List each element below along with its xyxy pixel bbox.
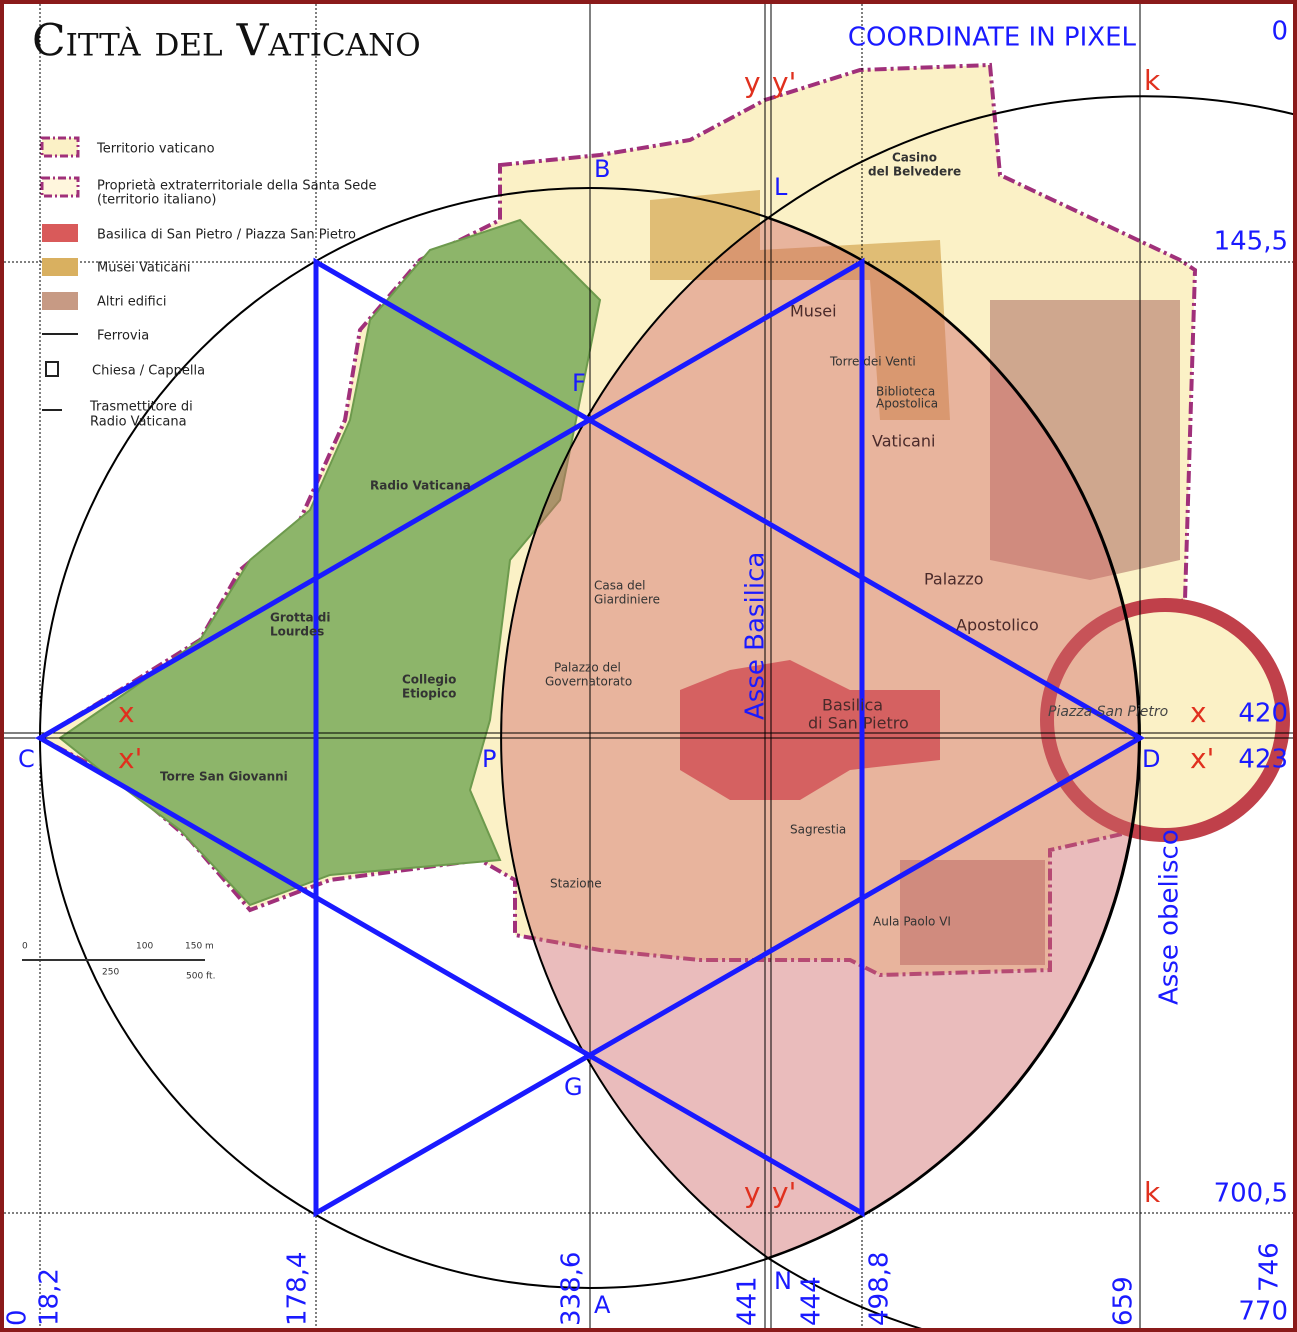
legend-label: Ferrovia bbox=[97, 329, 149, 344]
x-coordinate: 746 bbox=[1255, 1242, 1285, 1292]
point-label: P bbox=[482, 745, 496, 773]
legend-swatch bbox=[42, 292, 78, 310]
legend-swatch bbox=[42, 138, 78, 156]
axis-letter: x bbox=[1190, 696, 1207, 729]
map-label: Grotta di bbox=[270, 611, 330, 625]
point-label: D bbox=[1142, 745, 1160, 773]
point-label: C bbox=[18, 745, 35, 773]
map-label: Apostolica bbox=[876, 397, 938, 411]
point-label: B bbox=[594, 155, 610, 183]
map-label: Torre San Giovanni bbox=[160, 770, 288, 784]
x-coordinate: 441 bbox=[733, 1276, 763, 1326]
map-label: Musei bbox=[790, 302, 837, 321]
map-label: Radio Vaticana bbox=[370, 479, 471, 493]
map-label: Basilica bbox=[822, 696, 883, 715]
map-label: Piazza San Pietro bbox=[1048, 704, 1168, 720]
axis-letter: x' bbox=[118, 742, 142, 775]
heading: COORDINATE IN PIXEL bbox=[848, 23, 1137, 53]
axis-letter: k bbox=[1144, 1176, 1161, 1209]
map-label: Casino bbox=[892, 151, 937, 165]
axis-name: Asse Basilica bbox=[741, 552, 771, 720]
x-coordinate: 0 bbox=[3, 1309, 33, 1326]
legend-swatch bbox=[42, 258, 78, 276]
scale-label: 500 ft. bbox=[186, 972, 215, 982]
legend-label: Proprietà extraterritoriale della Santa … bbox=[97, 179, 377, 194]
legend-label: Trasmettitore di bbox=[89, 400, 193, 415]
map-label: del Belvedere bbox=[868, 165, 961, 179]
legend-label: Basilica di San Pietro / Piazza San Piet… bbox=[97, 228, 356, 243]
point-label: L bbox=[774, 173, 788, 201]
point-label: A bbox=[594, 1291, 611, 1319]
point-label: G bbox=[564, 1073, 583, 1101]
legend-label: Radio Vaticana bbox=[90, 415, 187, 430]
y-coordinate: 420 bbox=[1238, 699, 1288, 729]
x-coordinate: 444 bbox=[797, 1276, 827, 1326]
map-label: Apostolico bbox=[956, 616, 1039, 635]
map-label: Torre dei Venti bbox=[829, 355, 916, 369]
scale-label: 150 m bbox=[185, 942, 214, 952]
map-label: Vaticani bbox=[872, 432, 935, 451]
axis-letter: x' bbox=[1190, 742, 1214, 775]
map-label: Sagrestia bbox=[790, 823, 846, 837]
x-coordinate: 498,8 bbox=[865, 1252, 895, 1326]
legend-label: Musei Vaticani bbox=[97, 261, 191, 276]
axis-letter: k bbox=[1144, 64, 1161, 97]
point-label: F bbox=[572, 369, 586, 397]
map-label: Governatorato bbox=[545, 675, 632, 689]
legend-label: Altri edifici bbox=[97, 295, 167, 310]
legend-label: (territorio italiano) bbox=[97, 193, 216, 208]
axis-letter: y bbox=[744, 66, 761, 99]
map-label: Collegio bbox=[402, 673, 456, 687]
title: Città del Vaticano bbox=[32, 16, 421, 67]
legend-swatch bbox=[42, 178, 78, 196]
legend-label: Chiesa / Cappella bbox=[92, 364, 205, 379]
map: Città del Vaticano COORDINATE IN PIXEL T… bbox=[0, 0, 1297, 1332]
scale-label: 0 bbox=[22, 942, 28, 952]
point-label: N bbox=[774, 1267, 792, 1295]
legend-swatch bbox=[46, 362, 58, 376]
legend-swatch bbox=[42, 224, 78, 242]
map-label: Giardiniere bbox=[594, 593, 660, 607]
scale-label: 100 bbox=[136, 942, 153, 952]
x-coordinate: 178,4 bbox=[283, 1252, 313, 1326]
x-coordinate: 18,2 bbox=[35, 1268, 65, 1326]
x-coordinate: 659 bbox=[1109, 1276, 1139, 1326]
x-coordinate: 338,6 bbox=[557, 1252, 587, 1326]
axis-name: Asse obelisco bbox=[1155, 829, 1185, 1005]
scale-label: 250 bbox=[102, 968, 119, 978]
x-coordinate: 770 bbox=[1238, 1297, 1288, 1327]
axis-letter: y bbox=[744, 1176, 761, 1209]
axis-letter: x bbox=[118, 696, 135, 729]
axis-letter: y' bbox=[772, 66, 796, 99]
y-coordinate: 700,5 bbox=[1214, 1179, 1288, 1209]
map-label: Casa del bbox=[594, 579, 646, 593]
map-label: Stazione bbox=[550, 877, 602, 891]
axis-letter: y' bbox=[772, 1176, 796, 1209]
y-coordinate: 0 bbox=[1271, 17, 1288, 47]
y-coordinate: 145,5 bbox=[1214, 227, 1288, 257]
map-label: Etiopico bbox=[402, 687, 456, 701]
map-label: Aula Paolo VI bbox=[873, 915, 951, 929]
map-label: Palazzo bbox=[924, 570, 984, 589]
map-label: di San Pietro bbox=[808, 714, 909, 733]
map-label: Lourdes bbox=[270, 625, 324, 639]
y-coordinate: 423 bbox=[1238, 745, 1288, 775]
legend-label: Territorio vaticano bbox=[96, 142, 215, 157]
map-label: Palazzo del bbox=[554, 661, 621, 675]
